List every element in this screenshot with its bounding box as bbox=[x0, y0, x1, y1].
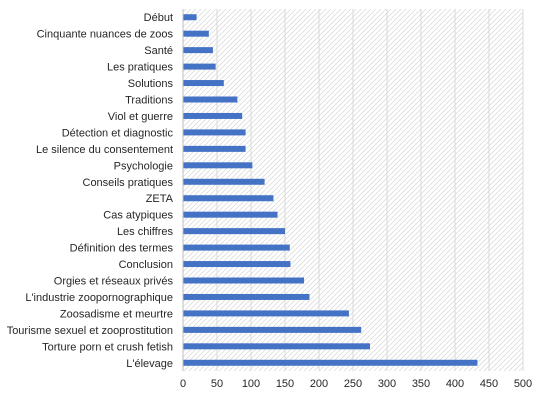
bar bbox=[183, 244, 290, 251]
bar bbox=[183, 359, 478, 366]
x-tick-label: 50 bbox=[211, 378, 223, 390]
category-label: Conseils pratiques bbox=[83, 177, 174, 189]
category-label: Définition des termes bbox=[70, 243, 174, 255]
x-tick-label: 400 bbox=[446, 378, 464, 390]
x-tick-label: 450 bbox=[480, 378, 498, 390]
category-label: Le silence du consentement bbox=[36, 144, 173, 156]
x-tick-label: 200 bbox=[310, 378, 328, 390]
category-label: Orgies et réseaux privés bbox=[54, 276, 174, 288]
bar bbox=[183, 112, 243, 119]
bar bbox=[183, 178, 265, 185]
category-labels: Début Cinquante nuances de zoos Santé Les p… bbox=[7, 12, 174, 370]
bar bbox=[183, 343, 370, 350]
category-label: Viol et guerre bbox=[108, 111, 173, 123]
category-label: Zoosadisme et meurtre bbox=[60, 308, 173, 320]
bar bbox=[183, 228, 285, 235]
x-tick-label: 500 bbox=[514, 378, 532, 390]
bar bbox=[183, 96, 238, 103]
category-label: Solutions bbox=[128, 78, 174, 90]
bar bbox=[183, 63, 216, 70]
category-label: Cinquante nuances de zoos bbox=[37, 29, 174, 41]
bars bbox=[183, 14, 478, 366]
category-label: Début bbox=[144, 12, 173, 24]
category-label: Psychologie bbox=[114, 160, 173, 172]
bar bbox=[183, 293, 310, 300]
x-tick-label: 250 bbox=[344, 378, 362, 390]
bar bbox=[183, 310, 349, 317]
bar bbox=[183, 14, 197, 21]
gridlines bbox=[216, 9, 524, 371]
category-label: Santé bbox=[144, 45, 173, 57]
category-label: ZETA bbox=[146, 193, 174, 205]
bar bbox=[183, 80, 224, 87]
bar bbox=[183, 47, 213, 54]
category-label: Détection et diagnostic bbox=[62, 127, 174, 139]
category-label: Tourisme sexuel et zooprostitution bbox=[7, 325, 173, 337]
x-tick-label: 350 bbox=[412, 378, 430, 390]
x-tick-label: 300 bbox=[378, 378, 396, 390]
x-tick-labels: 0 50 100 150 200 250 300 350 400 450 500 bbox=[180, 378, 532, 390]
category-label: Les pratiques bbox=[107, 62, 174, 74]
category-label: L'industrie zoopornographique bbox=[25, 292, 173, 304]
x-tick-label: 0 bbox=[180, 378, 186, 390]
x-tick-label: 150 bbox=[276, 378, 294, 390]
category-label: Les chiffres bbox=[117, 226, 174, 238]
category-label: Cas atypiques bbox=[103, 210, 173, 222]
bar bbox=[183, 211, 278, 218]
category-label: Torture porn et crush fetish bbox=[42, 341, 173, 353]
bar bbox=[183, 326, 362, 333]
category-label: L'élevage bbox=[126, 358, 173, 370]
bar bbox=[183, 277, 305, 284]
bar bbox=[183, 30, 209, 37]
bar bbox=[183, 261, 291, 268]
bar bbox=[183, 145, 246, 152]
bar bbox=[183, 195, 274, 202]
bar bbox=[183, 162, 253, 169]
x-tick-label: 100 bbox=[242, 378, 260, 390]
category-label: Traditions bbox=[125, 95, 173, 107]
category-label: Conclusion bbox=[119, 259, 173, 271]
bar bbox=[183, 129, 246, 136]
